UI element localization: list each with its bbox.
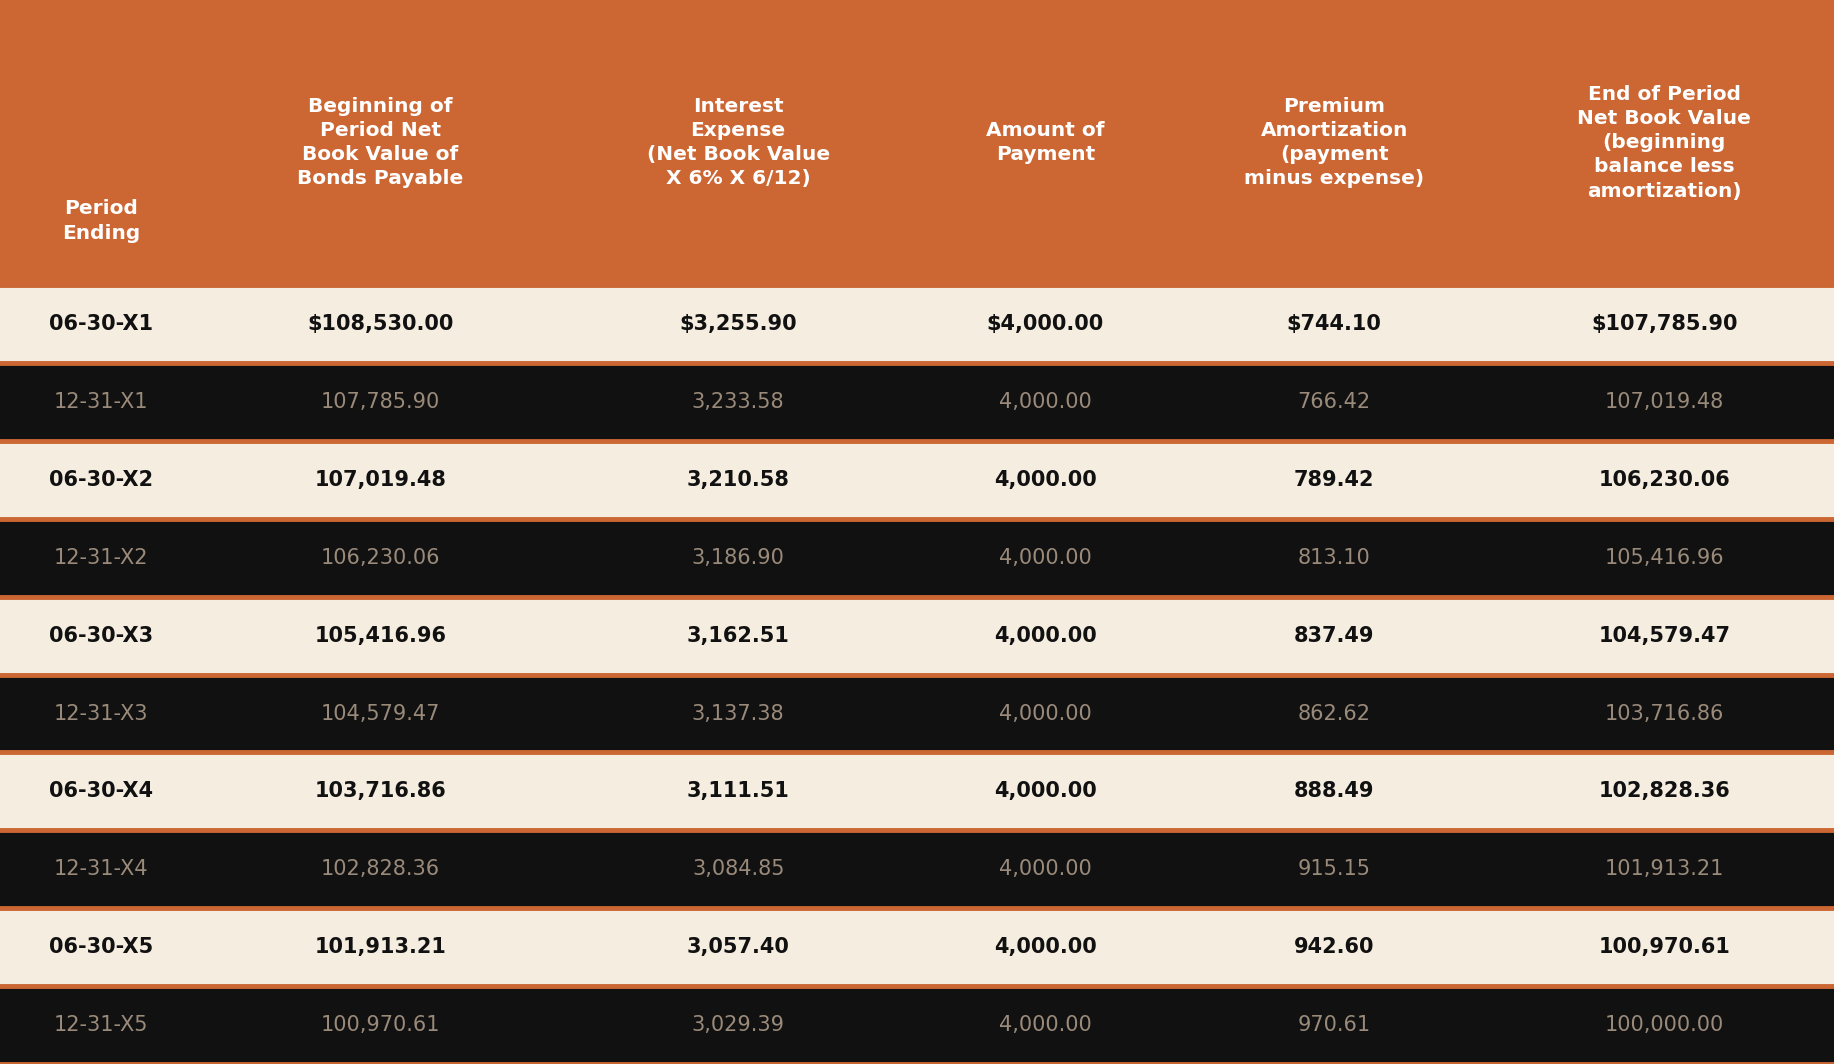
Text: 3,210.58: 3,210.58 — [686, 470, 790, 489]
Text: 3,233.58: 3,233.58 — [691, 392, 785, 412]
Text: 102,828.36: 102,828.36 — [321, 860, 440, 879]
Text: 3,137.38: 3,137.38 — [691, 703, 785, 724]
Bar — [0, 830, 1834, 909]
Text: 837.49: 837.49 — [1295, 626, 1374, 646]
Text: 4,000.00: 4,000.00 — [1000, 703, 1091, 724]
Text: 888.49: 888.49 — [1295, 781, 1374, 801]
Text: 4,000.00: 4,000.00 — [1000, 860, 1091, 879]
Text: $107,785.90: $107,785.90 — [1592, 314, 1737, 334]
Text: 4,000.00: 4,000.00 — [1000, 1015, 1091, 1035]
Text: 3,186.90: 3,186.90 — [691, 548, 785, 568]
Text: Period
Ending: Period Ending — [62, 199, 139, 243]
Text: 102,828.36: 102,828.36 — [1599, 781, 1729, 801]
Text: 12-31-X4: 12-31-X4 — [53, 860, 149, 879]
Text: 06-30-X5: 06-30-X5 — [50, 937, 152, 958]
Text: $4,000.00: $4,000.00 — [987, 314, 1104, 334]
Text: 105,416.96: 105,416.96 — [1605, 548, 1724, 568]
Text: 862.62: 862.62 — [1298, 703, 1370, 724]
Bar — [0, 519, 1834, 597]
Text: 06-30-X4: 06-30-X4 — [50, 781, 152, 801]
Text: 104,579.47: 104,579.47 — [321, 703, 440, 724]
Text: 3,084.85: 3,084.85 — [691, 860, 785, 879]
Text: Premium
Amortization
(payment
minus expense): Premium Amortization (payment minus expe… — [1243, 97, 1425, 188]
Text: 103,716.86: 103,716.86 — [1605, 703, 1724, 724]
Text: 4,000.00: 4,000.00 — [994, 937, 1097, 958]
Text: 104,579.47: 104,579.47 — [1599, 626, 1729, 646]
Text: Beginning of
Period Net
Book Value of
Bonds Payable: Beginning of Period Net Book Value of Bo… — [297, 97, 464, 188]
Text: $3,255.90: $3,255.90 — [679, 314, 798, 334]
Text: 107,019.48: 107,019.48 — [1605, 392, 1724, 412]
Text: 06-30-X3: 06-30-X3 — [50, 626, 152, 646]
Bar — [0, 909, 1834, 986]
Text: 3,057.40: 3,057.40 — [686, 937, 790, 958]
Text: 915.15: 915.15 — [1298, 860, 1370, 879]
Text: 06-30-X1: 06-30-X1 — [50, 314, 152, 334]
Bar — [0, 597, 1834, 675]
Bar — [0, 363, 1834, 440]
Text: Amount of
Payment: Amount of Payment — [987, 121, 1104, 164]
Text: 100,000.00: 100,000.00 — [1605, 1015, 1724, 1035]
Text: 942.60: 942.60 — [1295, 937, 1374, 958]
Text: $108,530.00: $108,530.00 — [308, 314, 453, 334]
Text: 101,913.21: 101,913.21 — [315, 937, 446, 958]
Text: 4,000.00: 4,000.00 — [994, 470, 1097, 489]
Text: 766.42: 766.42 — [1298, 392, 1370, 412]
Text: 789.42: 789.42 — [1295, 470, 1374, 489]
Text: 3,111.51: 3,111.51 — [686, 781, 790, 801]
Text: 105,416.96: 105,416.96 — [315, 626, 446, 646]
Text: $744.10: $744.10 — [1287, 314, 1381, 334]
Bar — [0, 752, 1834, 830]
Text: 106,230.06: 106,230.06 — [1599, 470, 1729, 489]
Text: 4,000.00: 4,000.00 — [994, 626, 1097, 646]
Bar — [0, 440, 1834, 519]
Text: Interest
Expense
(Net Book Value
X 6% X 6/12): Interest Expense (Net Book Value X 6% X … — [647, 97, 829, 188]
Text: 106,230.06: 106,230.06 — [321, 548, 440, 568]
Text: 3,162.51: 3,162.51 — [686, 626, 790, 646]
Text: End of Period
Net Book Value
(beginning
balance less
amortization): End of Period Net Book Value (beginning … — [1577, 84, 1751, 201]
Text: 100,970.61: 100,970.61 — [1599, 937, 1729, 958]
Text: 970.61: 970.61 — [1298, 1015, 1370, 1035]
Bar — [0, 675, 1834, 752]
Text: 3,029.39: 3,029.39 — [691, 1015, 785, 1035]
Text: 4,000.00: 4,000.00 — [994, 781, 1097, 801]
Text: 107,019.48: 107,019.48 — [315, 470, 446, 489]
Text: 101,913.21: 101,913.21 — [1605, 860, 1724, 879]
Text: 12-31-X3: 12-31-X3 — [53, 703, 149, 724]
Text: 107,785.90: 107,785.90 — [321, 392, 440, 412]
Text: 4,000.00: 4,000.00 — [1000, 392, 1091, 412]
Text: 06-30-X2: 06-30-X2 — [50, 470, 152, 489]
Bar — [0, 0, 1834, 285]
Text: 12-31-X1: 12-31-X1 — [53, 392, 149, 412]
Bar — [0, 986, 1834, 1064]
Text: 12-31-X2: 12-31-X2 — [53, 548, 149, 568]
Text: 12-31-X5: 12-31-X5 — [53, 1015, 149, 1035]
Bar — [0, 285, 1834, 363]
Text: 100,970.61: 100,970.61 — [321, 1015, 440, 1035]
Text: 4,000.00: 4,000.00 — [1000, 548, 1091, 568]
Text: 813.10: 813.10 — [1298, 548, 1370, 568]
Text: 103,716.86: 103,716.86 — [315, 781, 446, 801]
